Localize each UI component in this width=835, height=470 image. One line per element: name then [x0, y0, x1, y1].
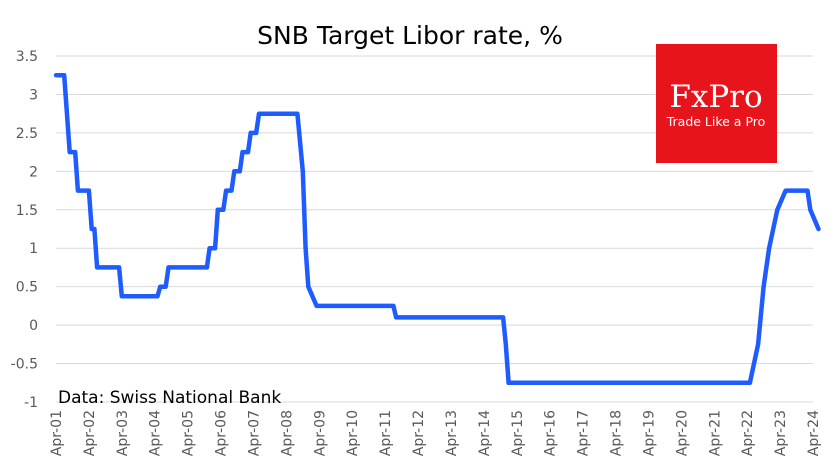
- x-tick-label: Apr-03: [115, 410, 131, 456]
- x-tick-label: Apr-01: [49, 410, 65, 456]
- series-line-0: [53, 72, 821, 386]
- x-tick-label: Apr-16: [543, 410, 559, 456]
- x-tick-label: Apr-21: [707, 410, 723, 456]
- x-tick-label: Apr-19: [641, 410, 657, 456]
- x-tick-label: Apr-14: [477, 410, 493, 456]
- fxpro-logo: FxPro Trade Like a Pro: [656, 44, 777, 163]
- y-tick-label: -0.5: [11, 357, 38, 373]
- x-tick-label: Apr-08: [279, 410, 295, 456]
- x-tick-label: Apr-02: [82, 410, 98, 456]
- logo-brand: FxPro: [669, 79, 762, 115]
- x-tick-label: Apr-18: [609, 410, 625, 456]
- y-tick-label: 2: [29, 164, 38, 180]
- y-tick-label: 0: [29, 318, 38, 334]
- x-tick-label: Apr-24: [806, 410, 822, 456]
- y-tick-label: 3.5: [16, 49, 38, 65]
- y-tick-label: 0.5: [16, 280, 38, 296]
- x-tick-label: Apr-20: [674, 410, 690, 456]
- source-note: Data: Swiss National Bank: [58, 388, 281, 408]
- x-tick-label: Apr-12: [411, 410, 427, 456]
- x-axis: Apr-01 Apr-02 Apr-03 Apr-04 Apr-05 Apr-06 Apr-…: [49, 410, 822, 456]
- x-tick-label: Apr-15: [510, 410, 526, 456]
- x-tick-label: Apr-23: [773, 410, 789, 456]
- y-tick-label: 3: [29, 87, 38, 103]
- y-axis: -1 -0.5 0 0.5 1 1.5 2 2.5 3 3.5: [11, 49, 38, 411]
- x-tick-label: Apr-07: [246, 410, 262, 456]
- x-tick-label: Apr-13: [444, 410, 460, 456]
- x-tick-label: Apr-17: [576, 410, 592, 456]
- y-tick-label: 1.5: [16, 203, 38, 219]
- x-tick-label: Apr-05: [181, 410, 197, 456]
- x-tick-label: Apr-10: [345, 410, 361, 456]
- series-layer: [53, 72, 821, 386]
- logo-tagline: Trade Like a Pro: [666, 114, 766, 129]
- chart-title: SNB Target Libor rate, %: [257, 21, 563, 50]
- x-tick-label: Apr-11: [378, 410, 394, 456]
- x-tick-label: Apr-22: [740, 410, 756, 456]
- x-tick-label: Apr-04: [148, 410, 164, 456]
- logo-background: [656, 44, 777, 163]
- y-tick-label: 2.5: [16, 126, 38, 142]
- y-tick-label: -1: [24, 395, 38, 411]
- y-tick-label: 1: [29, 241, 38, 257]
- x-tick-label: Apr-06: [214, 410, 230, 456]
- x-tick-label: Apr-09: [312, 410, 328, 456]
